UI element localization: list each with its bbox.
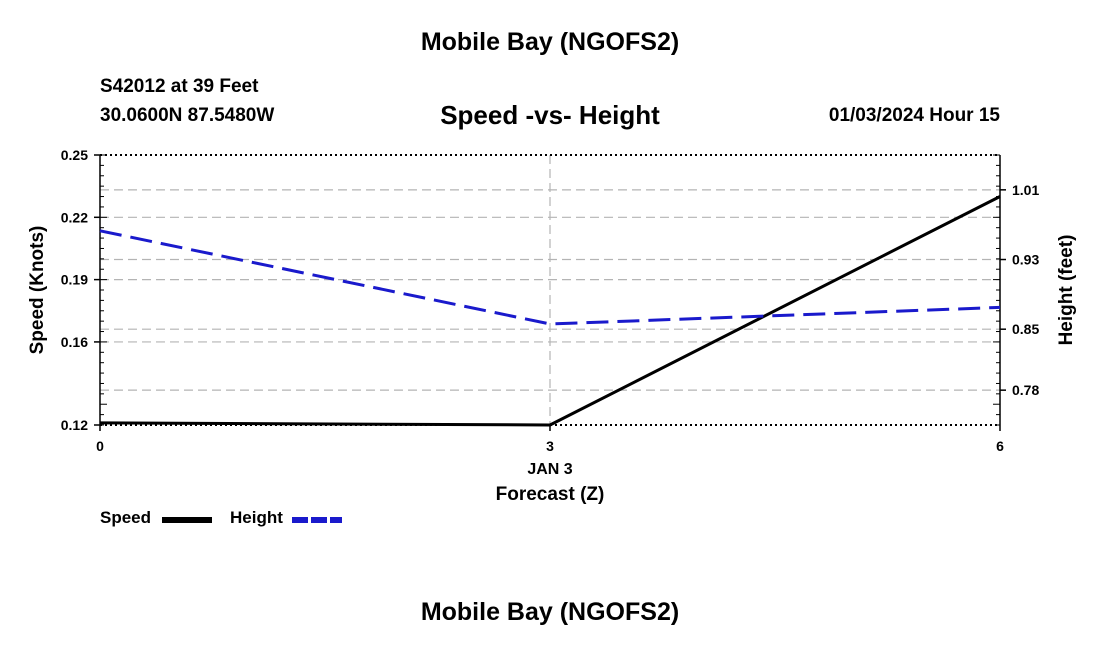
station-label: S42012 at 39 Feet bbox=[100, 76, 259, 97]
y2-tick-label: 0.93 bbox=[1012, 252, 1039, 268]
page-title: Mobile Bay (NGOFS2) bbox=[420, 28, 680, 56]
y2-tick-label: 0.85 bbox=[1012, 321, 1039, 337]
footer-title: Mobile Bay (NGOFS2) bbox=[420, 598, 680, 626]
chart-subtitle: Speed -vs- Height bbox=[440, 100, 660, 130]
speed-series-line bbox=[99, 195, 1001, 427]
y2-tick-label: 1.01 bbox=[1012, 182, 1039, 198]
x-tick-label: 6 bbox=[996, 438, 1004, 454]
station-coordinates: 30.0600N 87.5480W bbox=[100, 105, 275, 126]
x-tick-label: 3 bbox=[546, 438, 554, 454]
y-tick-label: 0.12 bbox=[61, 417, 88, 433]
y2-tick-label: 0.78 bbox=[1012, 382, 1039, 398]
x-axis-label: Forecast (Z) bbox=[496, 484, 605, 505]
x-date-label: JAN 3 bbox=[527, 461, 572, 478]
height-series-line bbox=[99, 229, 1001, 326]
legend-speed-label: Speed bbox=[100, 508, 152, 527]
y-tick-label: 0.19 bbox=[61, 272, 88, 288]
y-tick-label: 0.25 bbox=[61, 147, 88, 163]
x-tick-label: 0 bbox=[96, 438, 104, 454]
forecast-datetime: 01/03/2024 Hour 15 bbox=[828, 105, 1000, 126]
y2-axis-label: Height (feet) bbox=[1056, 235, 1077, 346]
legend-height-label: Height bbox=[230, 508, 283, 527]
y-axis-label: Speed (Knots) bbox=[27, 226, 48, 355]
y-tick-label: 0.22 bbox=[61, 209, 88, 225]
y-tick-label: 0.16 bbox=[61, 334, 88, 350]
